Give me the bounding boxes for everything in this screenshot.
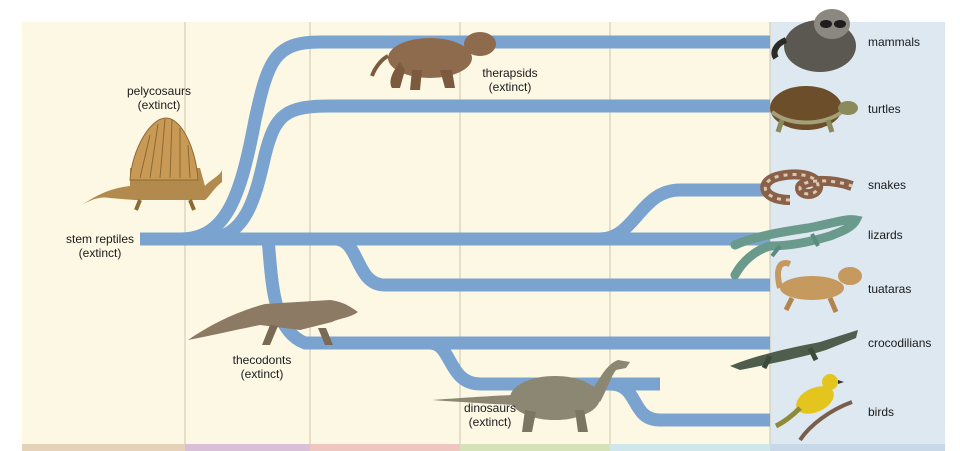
raccoon-icon [771,9,856,72]
label-tuataras: tuataras [868,282,912,296]
lizard-icon [730,215,863,280]
branch-birds [609,377,770,427]
branches [140,35,770,427]
turtle-icon [770,86,858,133]
crocodile-icon [730,330,858,370]
branch-dinosaurs [428,336,660,391]
snake-icon [760,169,854,205]
label-turtles: turtles [868,102,901,116]
label-dinosaurs: dinosaurs (extinct) [463,401,517,429]
branch-snakes [599,183,770,246]
dimetrodon-icon [82,117,222,211]
label-thecodonts: thecodonts (extinct) [232,353,292,381]
tuatara-icon [775,260,862,313]
thecodont-icon [188,300,358,345]
era-strip [22,444,945,451]
label-pelycosaurs: pelycosaurs (extinct) [126,84,192,112]
label-crocodilians: crocodilians [868,336,932,350]
branch-turtles [204,99,770,246]
label-lizards: lizards [868,228,903,242]
therapsid-icon [370,32,496,90]
label-snakes: snakes [868,178,907,192]
label-birds: birds [868,405,895,419]
label-mammals: mammals [868,35,921,49]
branch-mammals [179,35,770,246]
sauropod-icon [432,360,630,432]
bird-icon [774,374,853,442]
label-stem-reptiles: stem reptiles (extinct) [65,232,135,260]
label-therapsids: therapsids (extinct) [482,66,538,94]
branch-tuataras [333,232,770,292]
